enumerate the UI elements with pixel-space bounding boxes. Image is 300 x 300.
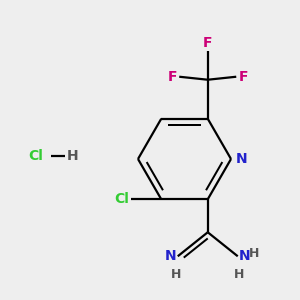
- Text: Cl: Cl: [114, 192, 129, 206]
- Text: H: H: [234, 268, 244, 281]
- Text: H: H: [171, 268, 181, 281]
- Text: Cl: Cl: [28, 149, 44, 163]
- Text: H: H: [67, 149, 78, 163]
- Text: H: H: [249, 247, 260, 260]
- Text: F: F: [167, 70, 177, 84]
- Text: N: N: [239, 249, 251, 263]
- Text: F: F: [203, 36, 212, 50]
- Text: N: N: [236, 152, 247, 166]
- Text: F: F: [239, 70, 248, 84]
- Text: N: N: [165, 249, 176, 263]
